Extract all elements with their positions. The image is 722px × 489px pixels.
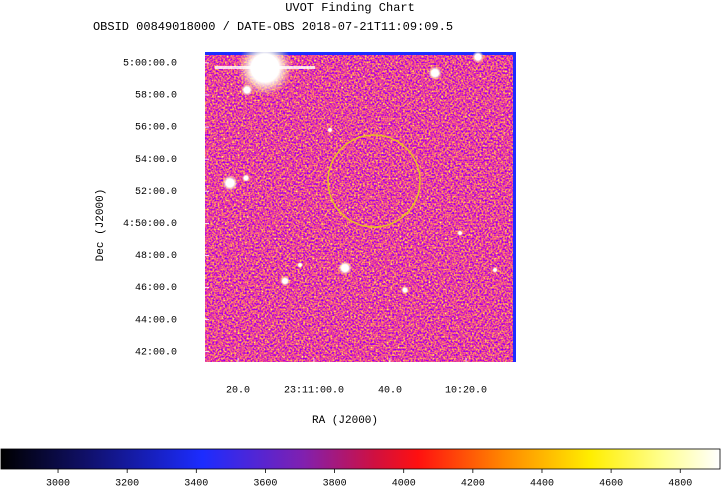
image-noise: [205, 52, 516, 362]
y-tick-label: 42:00.0: [135, 347, 177, 358]
star: [428, 66, 442, 80]
star: [237, 52, 293, 96]
star: [472, 52, 484, 63]
colorbar-tick-label: 4000: [392, 479, 416, 489]
image-edge: [513, 52, 516, 362]
target-region: [327, 134, 421, 228]
x-axis-label: RA (J2000): [312, 415, 378, 427]
image-edge: [205, 52, 516, 55]
colorbar-tick-label: 3400: [184, 479, 208, 489]
y-tick-label: 44:00.0: [135, 315, 177, 326]
x-tick-label: 10:20.0: [445, 386, 487, 397]
colorbar-tick-label: 4800: [668, 479, 692, 489]
colorbar-tick-label: 4600: [599, 479, 623, 489]
colorbar-tick-label: 3800: [323, 479, 347, 489]
x-tick-label: 23:11:00.0: [284, 386, 344, 397]
star: [457, 230, 463, 236]
y-tick-label: 58:00.0: [135, 91, 177, 102]
y-tick-label: 52:00.0: [135, 187, 177, 198]
star: [401, 286, 409, 294]
y-tick-label: 54:00.0: [135, 155, 177, 166]
chart-title: UVOT Finding Chart: [285, 1, 415, 15]
y-tick-label: 46:00.0: [135, 283, 177, 294]
star-spike: [215, 66, 315, 69]
star: [492, 267, 498, 273]
y-axis-label: Dec (J2000): [95, 189, 107, 262]
x-tick-label: 40.0: [378, 386, 402, 397]
star: [222, 175, 238, 191]
colorbar-tick-label: 3000: [46, 479, 70, 489]
y-tick-label: 5:00:00.0: [123, 59, 177, 70]
star: [280, 276, 290, 286]
x-tick-label: 20.0: [226, 386, 250, 397]
chart-subtitle: OBSID 00849018000 / DATE-OBS 2018-07-21T…: [93, 20, 453, 34]
y-tick-label: 4:50:00.0: [123, 219, 177, 230]
sky-image: [205, 52, 516, 362]
star: [241, 84, 253, 96]
y-tick-label: 56:00.0: [135, 123, 177, 134]
colorbar: [0, 448, 721, 470]
y-tick-label: 48:00.0: [135, 251, 177, 262]
star: [297, 262, 303, 268]
colorbar-tick-label: 3600: [253, 479, 277, 489]
colorbar-tick-label: 3200: [115, 479, 139, 489]
star: [327, 127, 333, 133]
star: [242, 174, 250, 182]
colorbar-tick-label: 4400: [530, 479, 554, 489]
star: [338, 261, 352, 275]
colorbar-tick-label: 4200: [461, 479, 485, 489]
